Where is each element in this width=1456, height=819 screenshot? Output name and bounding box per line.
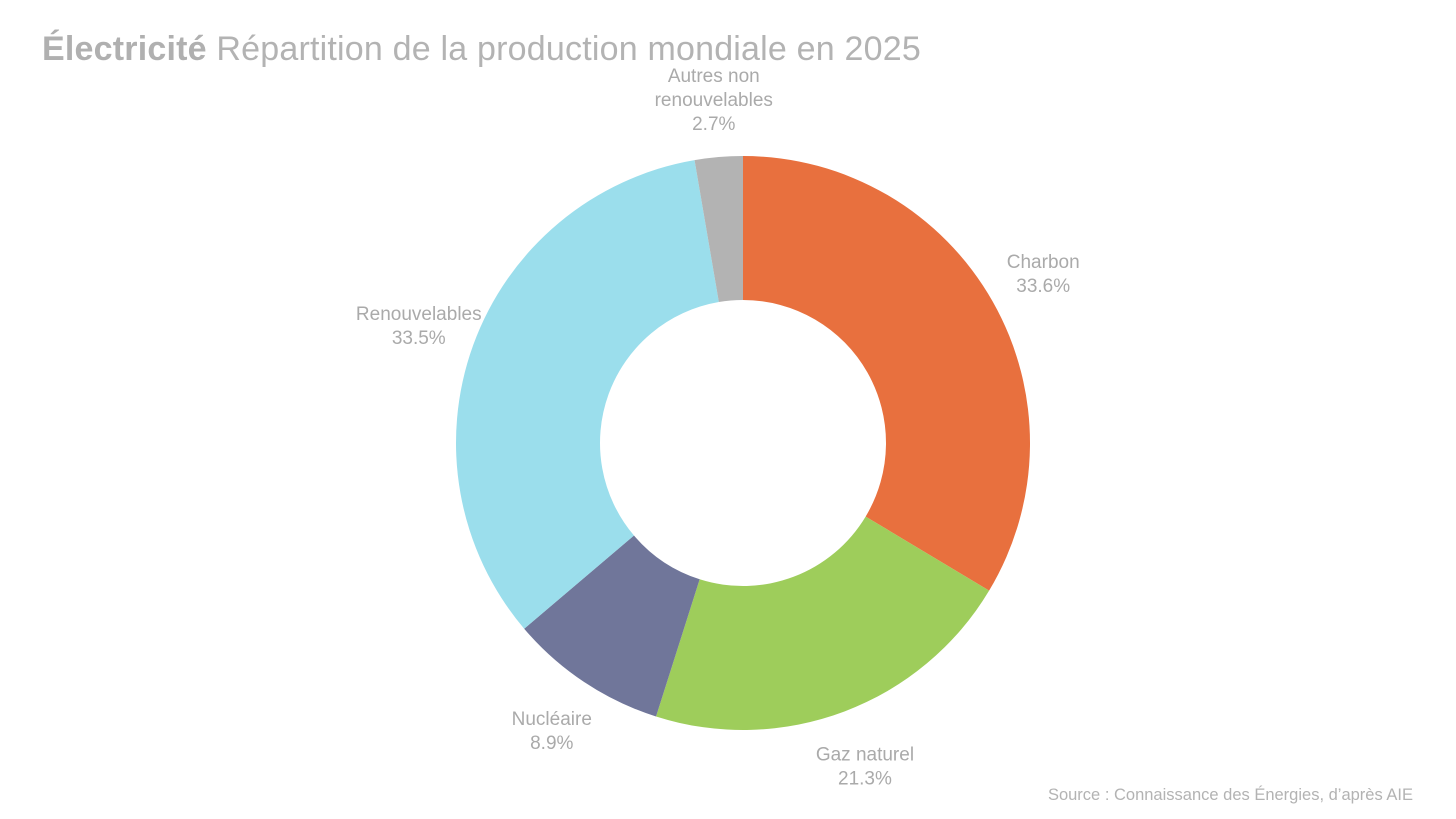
chart-title: Électricité Répartition de la production… [42,30,921,69]
data-label-gaz-naturel: Gaz naturel 21.3% [816,745,914,790]
data-label-nucleaire: Nucléaire 8.9% [512,709,592,754]
data-label-category: Nucléaire [512,709,592,730]
data-label-value: 21.3% [838,769,892,790]
data-label-value: 2.7% [692,114,735,135]
data-label-category: Renouvelables [356,304,482,325]
data-label-charbon: Charbon 33.6% [1007,252,1080,297]
data-label-renouvelables: Renouvelables 33.5% [356,304,482,349]
data-label-value: 33.6% [1016,276,1070,297]
slice-charbon [743,156,1030,591]
slice-gaz-naturel [656,516,990,731]
slice-autres-non-renouvelables [694,156,743,303]
slice-nucleaire [524,535,700,717]
slice-renouvelables [455,160,719,629]
data-label-category: Autres non [668,66,760,87]
data-label-category: Gaz naturel [816,745,914,766]
slice-labels: Charbon 33.6% Gaz naturel 21.3% Nucléaire 8.9… [356,66,1080,789]
donut-slices [455,156,1030,731]
data-label-category: Charbon [1007,252,1080,273]
data-label-autres-non-renouvelables: Autres non renouvelables 2.7% [655,66,773,135]
chart-title-rest: Répartition de la production mondiale en… [216,30,921,68]
data-label-value: 33.5% [392,328,446,349]
data-label-category: renouvelables [655,90,773,111]
chart-title-bold: Électricité [42,30,207,68]
data-label-value: 8.9% [530,733,573,754]
source-note: Source : Connaissance des Énergies, d’ap… [1047,786,1413,804]
